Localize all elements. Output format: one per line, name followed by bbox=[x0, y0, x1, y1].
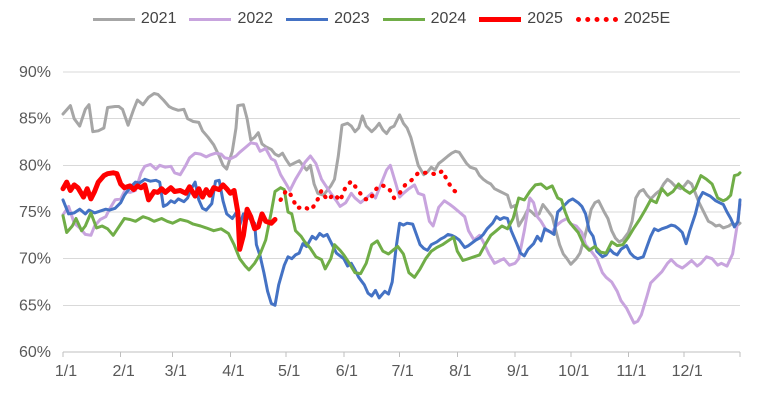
legend-swatch-2025 bbox=[479, 16, 522, 22]
legend-label-2022: 2022 bbox=[237, 10, 274, 27]
legend-item-2025: 2025 bbox=[479, 10, 563, 28]
y-axis-label-75: 75% bbox=[19, 204, 51, 221]
x-axis-label-2/1: 2/1 bbox=[113, 363, 135, 380]
y-axis-label-80: 80% bbox=[19, 157, 51, 174]
x-axis-label-5/1: 5/1 bbox=[278, 363, 300, 380]
legend-label-2025: 2025 bbox=[527, 10, 563, 27]
series-line-2022 bbox=[61, 141, 742, 325]
x-axis-label-4/1: 4/1 bbox=[222, 363, 244, 380]
legend-swatch-2024 bbox=[382, 17, 425, 21]
legend-item-2024: 2024 bbox=[382, 10, 467, 28]
x-axis-label-10/1: 10/1 bbox=[558, 363, 589, 380]
legend-label-2024: 2024 bbox=[430, 10, 467, 27]
x-axis-label-11/1: 11/1 bbox=[616, 363, 646, 380]
series-line-2023 bbox=[61, 177, 742, 307]
legend-swatch-2021 bbox=[92, 17, 135, 21]
legend-swatch-2025E bbox=[575, 16, 618, 22]
x-axis-label-12/1: 12/1 bbox=[672, 363, 703, 380]
x-axis-label-9/1: 9/1 bbox=[507, 363, 529, 380]
legend-swatch-2022 bbox=[189, 17, 232, 21]
y-axis-label-85: 85% bbox=[19, 111, 51, 128]
x-axis-label-3/1: 3/1 bbox=[165, 363, 187, 380]
legend-item-2023: 2023 bbox=[286, 10, 370, 28]
y-axis-label-90: 90% bbox=[19, 64, 51, 81]
y-axis-label-65: 65% bbox=[19, 297, 51, 314]
legend-label-2021: 2021 bbox=[140, 10, 177, 27]
series-line-2021 bbox=[61, 92, 742, 266]
x-axis-label-1/1: 1/1 bbox=[55, 363, 77, 380]
series-line-2025 bbox=[60, 170, 278, 252]
legend-label-2025E: 2025E bbox=[623, 10, 671, 27]
legend-item-2022: 2022 bbox=[189, 10, 273, 28]
series-line-2025E bbox=[278, 168, 462, 213]
x-axis-label-7/1: 7/1 bbox=[392, 363, 414, 380]
y-axis-label-60: 60% bbox=[19, 344, 51, 361]
legend-swatch-2023 bbox=[286, 17, 329, 21]
legend-item-2021: 2021 bbox=[92, 10, 177, 28]
legend-label-2023: 2023 bbox=[334, 10, 370, 27]
x-axis-label-8/1: 8/1 bbox=[449, 363, 471, 380]
series-line-2024 bbox=[61, 171, 742, 279]
x-axis-label-6/1: 6/1 bbox=[336, 363, 358, 380]
chart-legend: 2021 2022 2023 2024 2025 2025E bbox=[0, 8, 763, 30]
y-axis-label-70: 70% bbox=[19, 251, 51, 268]
legend-item-2025E: 2025E bbox=[575, 10, 671, 28]
